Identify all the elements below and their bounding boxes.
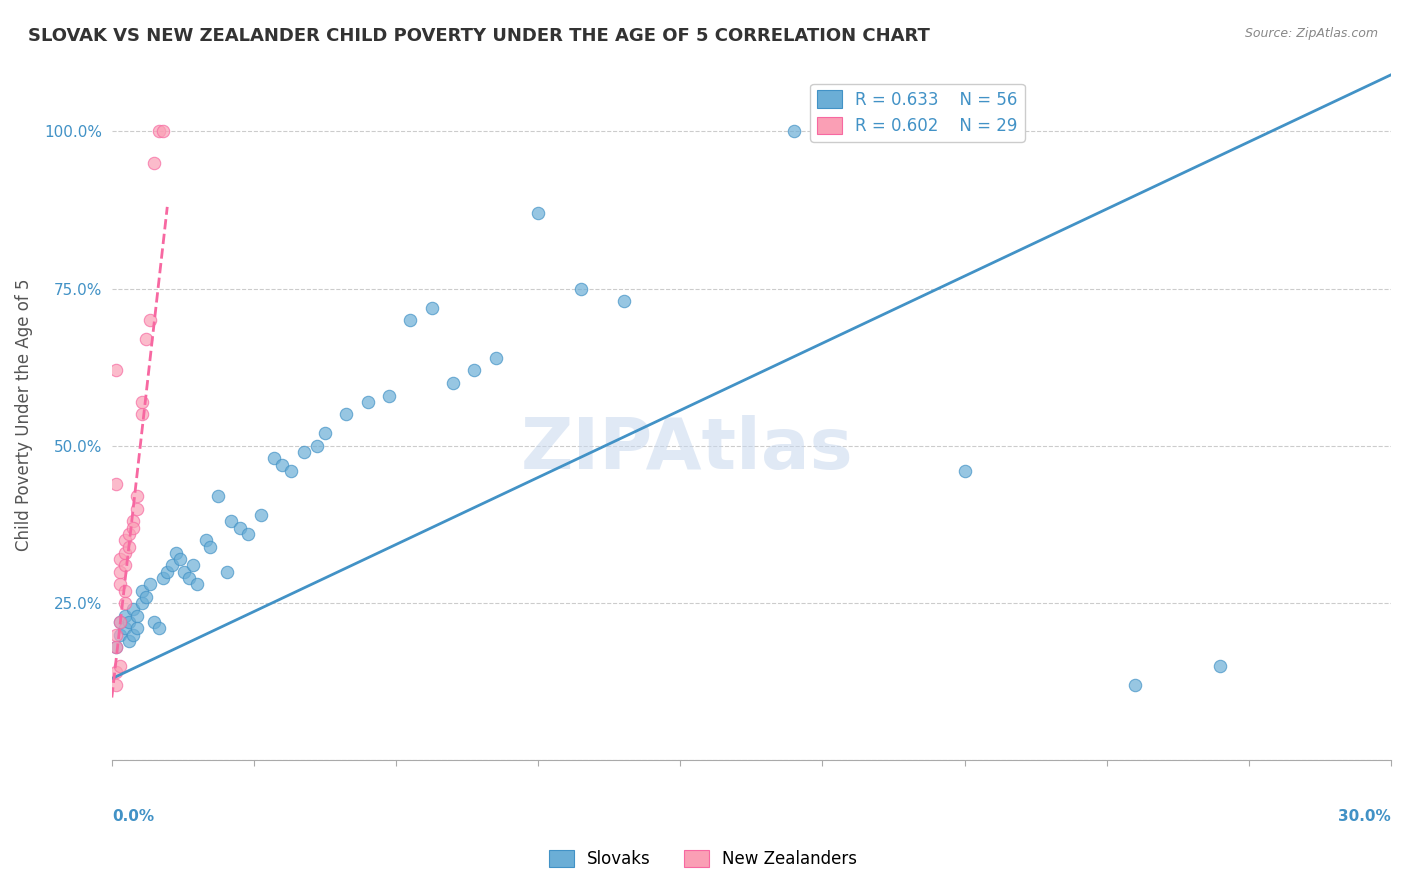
Point [569,282,592,296]
Point [238,527,260,541]
Point [152,124,174,138]
Point [118,527,141,541]
Point [148,621,170,635]
Text: ZIPAtlas: ZIPAtlas [522,415,853,483]
Point [110,627,132,641]
Text: 30.0%: 30.0% [1339,809,1391,824]
Point [207,489,229,503]
Point [131,408,153,422]
Point [250,508,273,522]
Legend: Slovaks, New Zealanders: Slovaks, New Zealanders [541,843,865,875]
Point [612,294,634,309]
Point [127,621,149,635]
Point [463,363,485,377]
Point [127,501,149,516]
Point [156,565,179,579]
Point [198,540,221,554]
Point [186,577,208,591]
Point [314,426,336,441]
Point [131,583,153,598]
Point [135,590,157,604]
Text: SLOVAK VS NEW ZEALANDER CHILD POVERTY UNDER THE AGE OF 5 CORRELATION CHART: SLOVAK VS NEW ZEALANDER CHILD POVERTY UN… [28,27,929,45]
Point [105,640,128,655]
Point [292,445,315,459]
Point [1123,678,1146,692]
Point [271,458,294,472]
Point [105,363,128,377]
Point [280,464,302,478]
Point [139,313,162,327]
Point [110,615,132,629]
Text: 0.0%: 0.0% [112,809,155,824]
Point [122,627,145,641]
Point [173,565,195,579]
Point [527,206,550,220]
Y-axis label: Child Poverty Under the Age of 5: Child Poverty Under the Age of 5 [15,278,32,550]
Point [105,665,128,680]
Point [194,533,217,548]
Point [148,124,170,138]
Point [110,615,132,629]
Point [127,489,149,503]
Point [219,515,242,529]
Point [263,451,285,466]
Point [114,608,136,623]
Point [127,608,149,623]
Point [152,571,174,585]
Point [114,621,136,635]
Point [169,552,191,566]
Point [139,577,162,591]
Point [160,558,183,573]
Point [1209,659,1232,673]
Point [114,596,136,610]
Point [105,476,128,491]
Point [484,351,506,365]
Point [215,565,238,579]
Point [105,627,128,641]
Point [305,439,328,453]
Point [114,583,136,598]
Point [110,552,132,566]
Point [177,571,200,585]
Point [131,395,153,409]
Point [122,602,145,616]
Point [114,533,136,548]
Point [114,546,136,560]
Point [118,615,141,629]
Text: Source: ZipAtlas.com: Source: ZipAtlas.com [1244,27,1378,40]
Point [135,332,157,346]
Point [953,464,976,478]
Legend: R = 0.633    N = 56, R = 0.602    N = 29: R = 0.633 N = 56, R = 0.602 N = 29 [810,84,1025,142]
Point [118,633,141,648]
Point [114,558,136,573]
Point [441,376,464,390]
Point [122,521,145,535]
Point [118,540,141,554]
Point [105,640,128,655]
Point [825,124,848,138]
Point [110,565,132,579]
Point [143,156,166,170]
Point [399,313,422,327]
Point [110,659,132,673]
Point [165,546,187,560]
Point [131,596,153,610]
Point [356,395,378,409]
Point [229,521,252,535]
Point [181,558,204,573]
Point [335,408,357,422]
Point [143,615,166,629]
Point [783,124,806,138]
Point [105,678,128,692]
Point [110,577,132,591]
Point [420,301,443,315]
Point [122,515,145,529]
Point [378,388,401,402]
